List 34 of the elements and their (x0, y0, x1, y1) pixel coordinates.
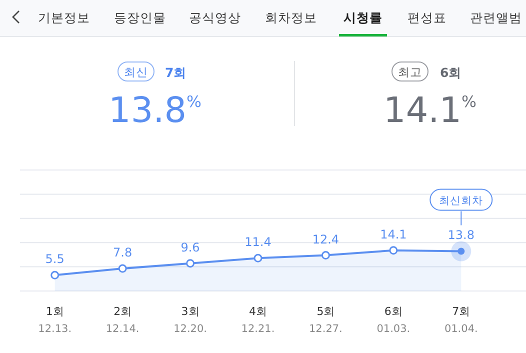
text: 회차정보 (265, 10, 317, 25)
text: 최신 (124, 65, 148, 79)
point (321, 251, 330, 260)
text: 13.8$^{%}$ (108, 91, 202, 131)
text: 기본정보 (38, 10, 90, 25)
data-label: 11.4 (244, 235, 272, 250)
point (118, 264, 127, 273)
x-tick-label: 4회 12.21. (241, 305, 275, 335)
x-tick-label: 5회 12.27. (309, 305, 342, 335)
text: 공식영상 (189, 10, 241, 25)
x-tick-label: 2회 12.14. (106, 305, 140, 335)
x-tick-label: 6회 01.03. (376, 305, 410, 335)
data-label: 9.6 (180, 240, 200, 254)
point (389, 246, 398, 255)
text: 14.1$^{%}$ (384, 91, 476, 131)
text: 7회 (165, 65, 187, 80)
x-tick-label: 1회 12.13. (38, 305, 72, 335)
text: 편성표 (408, 10, 446, 25)
annotation: 최신회차 (439, 195, 484, 208)
data-label: 13.8 (448, 228, 474, 242)
text: 시청률 (344, 10, 382, 25)
point (186, 259, 195, 268)
x-tick-label: 3회 12.20. (174, 305, 207, 335)
point (50, 270, 60, 280)
data-label: 7.8 (113, 246, 132, 260)
x-tick-label: 7회 01.04. (444, 305, 478, 335)
data-label: 5.5 (45, 252, 64, 266)
text: 6회 (440, 65, 462, 80)
data-label: 12.4 (312, 232, 340, 246)
text: 관련앨범 (470, 10, 522, 25)
point (254, 254, 262, 262)
text: 등장인물 (114, 10, 166, 25)
text: 최고 (398, 65, 422, 79)
data-label: 14.1 (380, 227, 407, 242)
